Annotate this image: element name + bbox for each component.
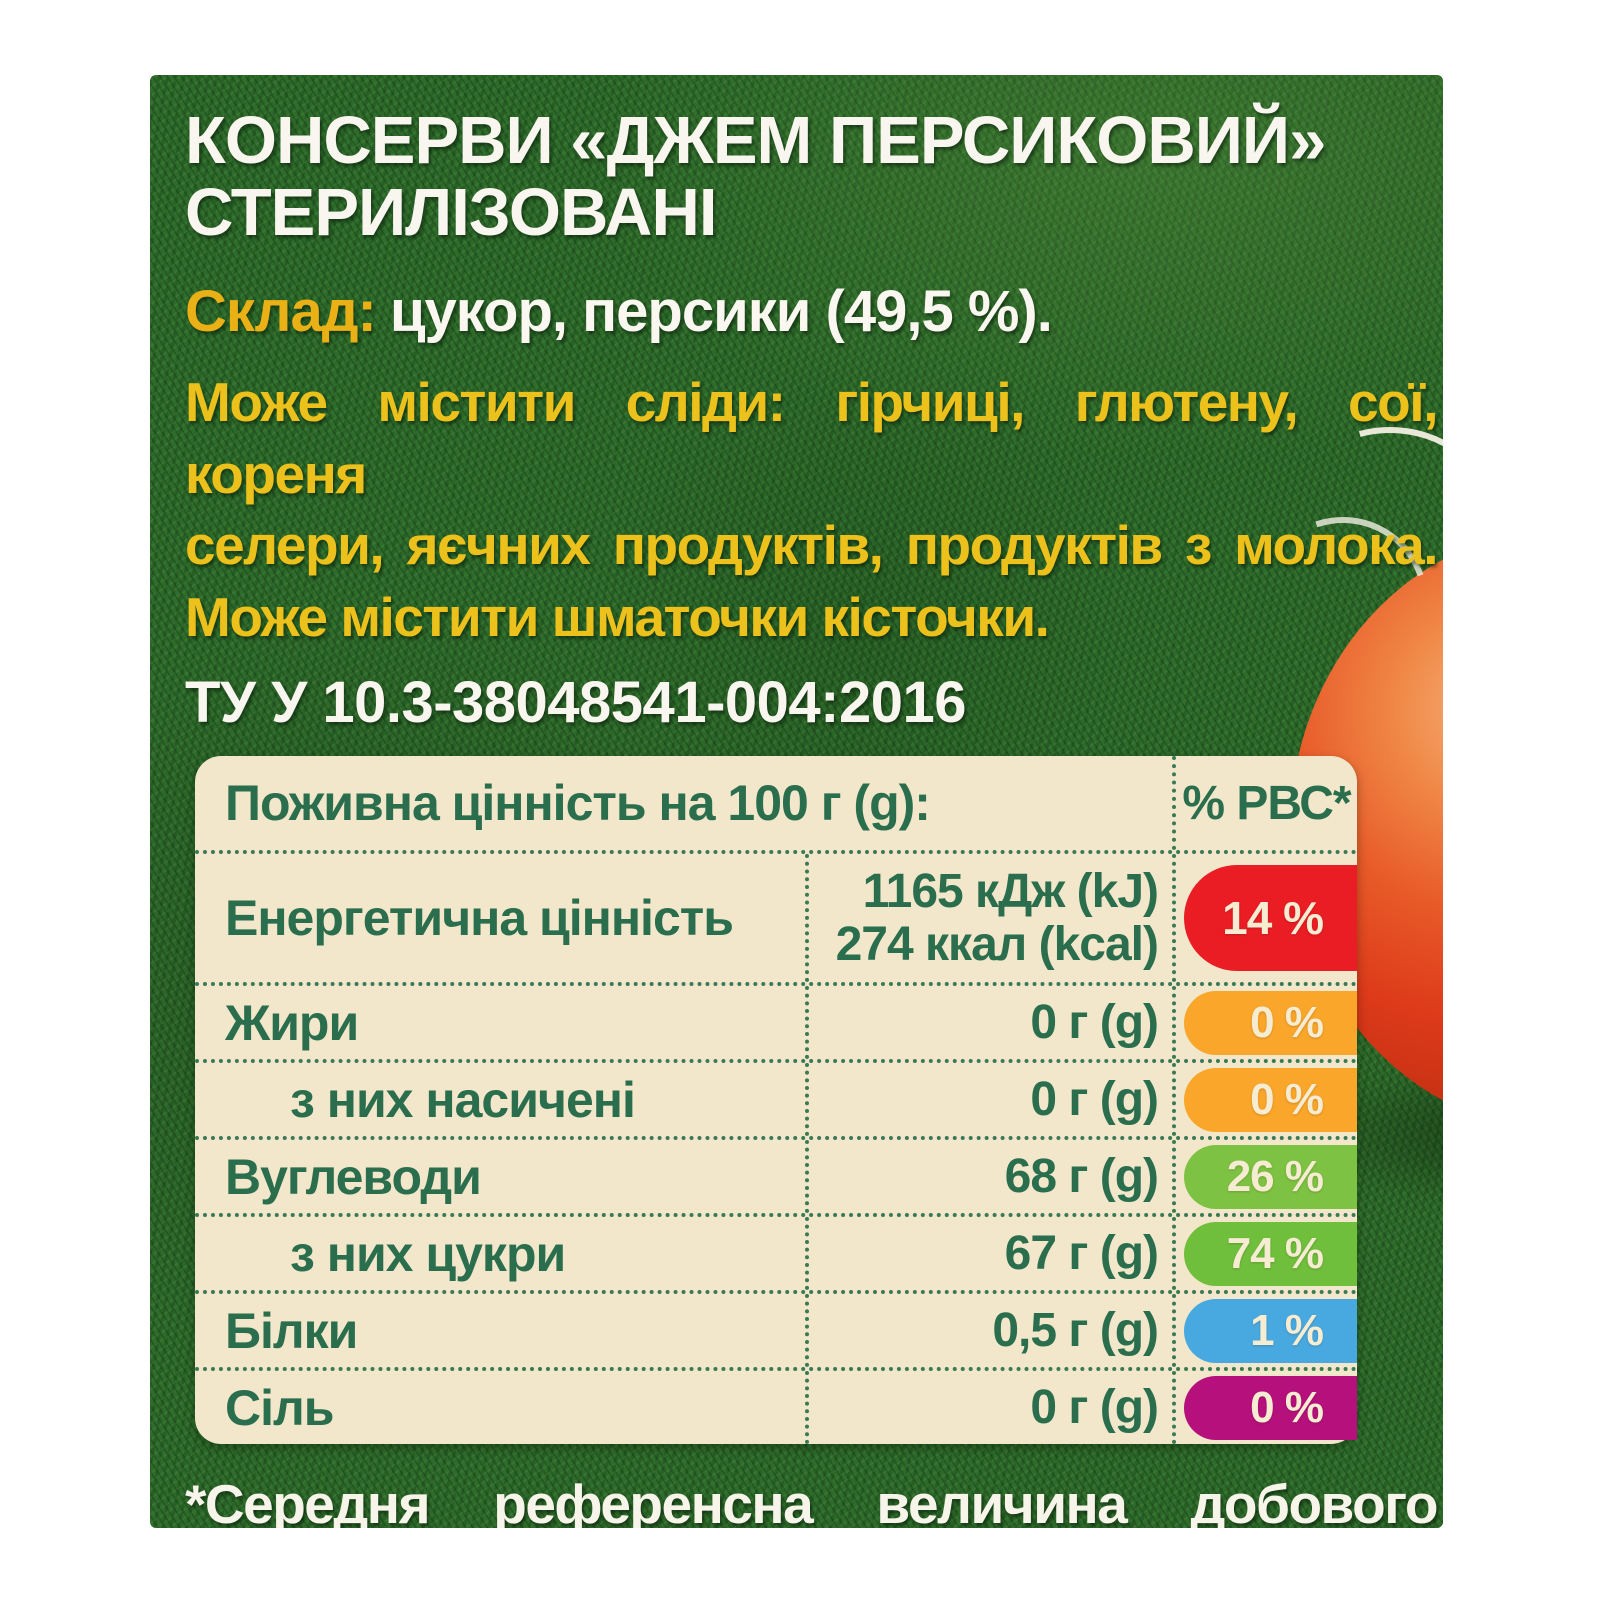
product-label: КОНСЕРВИ «ДЖЕМ ПЕРСИКОВИЙ» СТЕРИЛІЗОВАНІ… — [150, 75, 1443, 1528]
nutrition-header-title: Поживна цінність на 100 г (g): — [225, 775, 931, 832]
row-value: 0 г (g) — [805, 1371, 1172, 1445]
rdi-percent: 0 % — [1250, 1382, 1324, 1432]
rdi-badge: 74 % — [1184, 1221, 1357, 1286]
row-label: з них насичені — [290, 1071, 636, 1128]
row-value-line: 0 г (g) — [1030, 996, 1159, 1049]
rdi-cell: 0 % — [1172, 1063, 1357, 1137]
row-value: 0 г (g) — [805, 1063, 1172, 1137]
product-title: КОНСЕРВИ «ДЖЕМ ПЕРСИКОВИЙ» СТЕРИЛІЗОВАНІ — [185, 103, 1326, 250]
rdi-badge: 26 % — [1184, 1144, 1357, 1209]
composition-text: цукор, персики (49,5 %). — [389, 279, 1053, 345]
rdi-badge: 0 % — [1184, 990, 1357, 1055]
row-value-line: 274 ккал (kcal) — [835, 918, 1159, 972]
rdi-cell: 0 % — [1172, 986, 1357, 1060]
rdi-footnote: *Середня референсна величина добового сп… — [185, 1468, 1439, 1528]
row-value: 67 г (g) — [805, 1217, 1172, 1291]
standard-number: ТУ У 10.3-38048541-004:2016 — [185, 670, 967, 736]
rdi-badge: 14 % — [1184, 865, 1357, 972]
row-value-line: 68 г (g) — [1004, 1150, 1159, 1203]
row-value-line: 0 г (g) — [1030, 1381, 1159, 1434]
row-label: Сіль — [225, 1379, 335, 1436]
composition-label: Склад: — [185, 279, 377, 345]
rdi-badge: 0 % — [1184, 1375, 1357, 1440]
table-row: Вуглеводи 68 г (g) 26 % — [195, 1136, 1357, 1214]
rdi-badge: 0 % — [1184, 1067, 1357, 1132]
composition-line: Склад: цукор, персики (49,5 %). — [185, 278, 1405, 345]
allergen-line: Може містити сліди: гірчиці, глютену, со… — [185, 371, 1439, 505]
row-value-line: 67 г (g) — [1004, 1227, 1159, 1280]
row-label: з них цукри — [290, 1225, 566, 1282]
rdi-percent: 0 % — [1250, 997, 1324, 1047]
allergen-line: Може містити шматочки кісточки. — [185, 585, 1050, 648]
row-value: 1165 кДж (kJ) 274 ккал (kcal) — [805, 854, 1172, 983]
table-row: з них насичені 0 г (g) 0 % — [195, 1059, 1357, 1137]
row-label: Білки — [225, 1302, 358, 1359]
rdi-cell: 74 % — [1172, 1217, 1357, 1291]
rdi-cell: 26 % — [1172, 1140, 1357, 1214]
nutrition-table-header: Поживна цінність на 100 г (g): % РВС* — [195, 756, 1357, 851]
table-row: Жири 0 г (g) 0 % — [195, 982, 1357, 1060]
nutrition-header-rdi: % РВС* — [1172, 756, 1357, 851]
label-content: КОНСЕРВИ «ДЖЕМ ПЕРСИКОВИЙ» СТЕРИЛІЗОВАНІ… — [150, 75, 1443, 1528]
row-value: 68 г (g) — [805, 1140, 1172, 1214]
row-value-line: 0 г (g) — [1030, 1073, 1159, 1126]
rdi-cell: 1 % — [1172, 1294, 1357, 1368]
rdi-percent: 1 % — [1250, 1305, 1324, 1355]
rdi-percent: 14 % — [1222, 892, 1324, 945]
rdi-percent: 26 % — [1226, 1151, 1324, 1201]
row-value: 0,5 г (g) — [805, 1294, 1172, 1368]
footnote-line: *Середня референсна величина добового сп… — [185, 1473, 1439, 1528]
rdi-badge: 1 % — [1184, 1298, 1357, 1363]
nutrition-table: Поживна цінність на 100 г (g): % РВС* Ен… — [195, 756, 1357, 1445]
rdi-percent: 74 % — [1226, 1228, 1324, 1278]
table-row: Енергетична цінність 1165 кДж (kJ) 274 к… — [195, 850, 1357, 983]
row-value: 0 г (g) — [805, 986, 1172, 1060]
rdi-cell: 0 % — [1172, 1371, 1357, 1445]
rdi-percent: 0 % — [1250, 1074, 1324, 1124]
row-label: Вуглеводи — [225, 1148, 482, 1205]
row-value-line: 0,5 г (g) — [992, 1304, 1159, 1357]
allergen-warning: Може містити сліди: гірчиці, глютену, со… — [185, 367, 1439, 653]
row-label: Енергетична цінність — [225, 890, 734, 947]
table-row: з них цукри 67 г (g) 74 % — [195, 1213, 1357, 1291]
rdi-cell: 14 % — [1172, 854, 1357, 983]
row-value-line: 1165 кДж (kJ) — [862, 864, 1159, 918]
allergen-line: селери, яєчних продуктів, продуктів з мо… — [185, 514, 1439, 577]
table-row: Сіль 0 г (g) 0 % — [195, 1367, 1357, 1445]
table-row: Білки 0,5 г (g) 1 % — [195, 1290, 1357, 1368]
row-label: Жири — [225, 994, 359, 1051]
